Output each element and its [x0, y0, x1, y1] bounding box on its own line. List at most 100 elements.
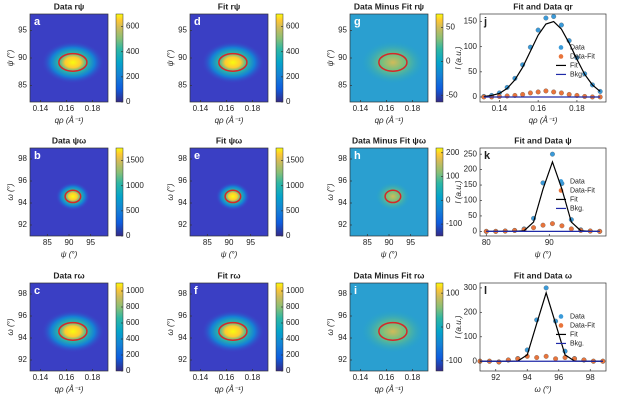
x-axis-label: qρ (Å⁻¹): [375, 385, 404, 394]
fit-line: [483, 20, 601, 98]
heatmap-blob: [361, 310, 425, 353]
colorbar-tick-label: 50: [446, 23, 455, 32]
y-tick-label: 98: [178, 154, 187, 163]
colorbar-tick-label: 0: [446, 195, 451, 204]
colorbar-tick-label: 600: [126, 318, 140, 327]
x-tick-label: 0.14: [193, 104, 209, 113]
fit-contour: [64, 189, 82, 204]
y-tick-label: 92: [18, 355, 27, 364]
y-tick-label: 92: [18, 220, 27, 229]
data-point: [558, 22, 564, 28]
panel-title: Data Minus Fit ψω: [352, 135, 426, 145]
panel-letter: a: [34, 16, 41, 28]
panel-title: Data rω: [53, 270, 84, 280]
x-tick-label: 0.18: [245, 104, 261, 113]
data-point: [543, 353, 549, 359]
x-tick-label: 0.18: [85, 104, 101, 113]
y-tick-label: 98: [338, 154, 347, 163]
y-tick-label: 94: [338, 198, 347, 207]
data-point: [531, 225, 536, 231]
x-tick-label: 0.16: [219, 104, 235, 113]
x-tick-label: 90: [225, 238, 234, 247]
y-axis-label: ω (°): [326, 318, 335, 335]
panel-letter: b: [34, 150, 41, 162]
colorbar-tick-label: -100: [446, 356, 463, 365]
legend-marker: [558, 54, 564, 59]
panel-title: Fit rψ: [218, 1, 240, 11]
plot-frame: [479, 282, 607, 372]
y-tick-label: 150: [464, 180, 478, 189]
y-tick-label: 50: [468, 67, 477, 76]
y-tick-label: 95: [178, 26, 187, 35]
colorbar-tick-label: 0: [286, 97, 291, 106]
data-point: [543, 15, 549, 21]
colorbar-tick-label: 200: [286, 72, 300, 81]
y-tick-label: 90: [18, 53, 27, 62]
y-tick-label: 96: [338, 176, 347, 185]
x-tick-label: 90: [545, 238, 554, 247]
y-tick-label: 95: [18, 26, 27, 35]
y-tick-label: 50: [468, 211, 477, 220]
x-tick-label: 0.18: [245, 373, 261, 382]
colorbar-tick-label: 600: [126, 22, 140, 31]
y-tick-label: 90: [338, 53, 347, 62]
x-tick-label: 95: [86, 238, 95, 247]
y-axis-label: ψ (°): [326, 49, 335, 66]
panel-title: Fit and Data ω: [514, 270, 572, 280]
fit-contour: [384, 189, 402, 204]
y-tick-label: 96: [178, 311, 187, 320]
x-tick-label: 98: [586, 373, 595, 382]
colorbar: [115, 147, 124, 237]
colorbar-tick-label: 0: [126, 231, 131, 240]
colorbar-tick-label: 1500: [126, 156, 144, 165]
heatmap-blob: [361, 41, 425, 84]
x-tick-label: 0.16: [379, 373, 395, 382]
x-tick-label: 0.14: [193, 373, 209, 382]
fit-contour: [218, 52, 248, 72]
y-tick-label: 85: [18, 81, 27, 90]
plot-frame: [479, 147, 607, 237]
fit-contour: [58, 321, 88, 341]
data-point: [512, 227, 518, 233]
colorbar-tick-label: 1000: [126, 286, 144, 295]
y-tick-label: 98: [18, 154, 27, 163]
colorbar-tick-label: 400: [286, 334, 300, 343]
x-tick-label: 0.16: [379, 104, 395, 113]
heatmap-blob: [215, 182, 251, 211]
y-tick-label: 94: [178, 333, 187, 342]
y-tick-label: 94: [18, 333, 27, 342]
y-tick-label: 98: [338, 289, 347, 298]
colorbar-tick-label: 200: [126, 350, 140, 359]
legend-label: Bkg.: [570, 340, 584, 347]
colorbar-tick-label: 500: [286, 206, 300, 215]
x-tick-label: 90: [65, 238, 74, 247]
colorbar-tick-label: 0: [126, 366, 131, 375]
data-point: [535, 89, 541, 95]
x-axis-label: qρ (Å⁻¹): [375, 116, 404, 125]
panel-letter: c: [34, 285, 40, 297]
y-tick-label: 96: [18, 176, 27, 185]
y-tick-label: 100: [464, 196, 478, 205]
x-tick-label: 0.14: [353, 373, 369, 382]
y-axis-label: ω (°): [326, 183, 335, 200]
y-axis-label: ψ (°): [166, 49, 175, 66]
y-tick-label: 150: [464, 17, 478, 26]
fit-contour: [218, 321, 248, 341]
x-tick-label: 0.18: [405, 373, 421, 382]
x-tick-label: 0.14: [492, 104, 508, 113]
panel-letter: l: [484, 285, 487, 297]
colorbar-tick-label: 0: [286, 231, 291, 240]
panel-letter: e: [194, 150, 200, 162]
x-tick-label: 0.18: [405, 104, 421, 113]
colorbar-tick-label: 400: [286, 47, 300, 56]
data-point: [553, 356, 559, 362]
x-tick-label: 0.18: [85, 373, 101, 382]
legend-marker: [558, 314, 564, 319]
x-tick-label: 94: [523, 373, 532, 382]
panel-title: Fit rω: [217, 270, 240, 280]
fit-contour: [224, 189, 242, 204]
x-axis-label: qρ (Å⁻¹): [55, 385, 84, 394]
legend-label: Bkg.: [570, 71, 584, 78]
x-tick-label: 85: [363, 238, 372, 247]
data-point: [527, 90, 533, 96]
